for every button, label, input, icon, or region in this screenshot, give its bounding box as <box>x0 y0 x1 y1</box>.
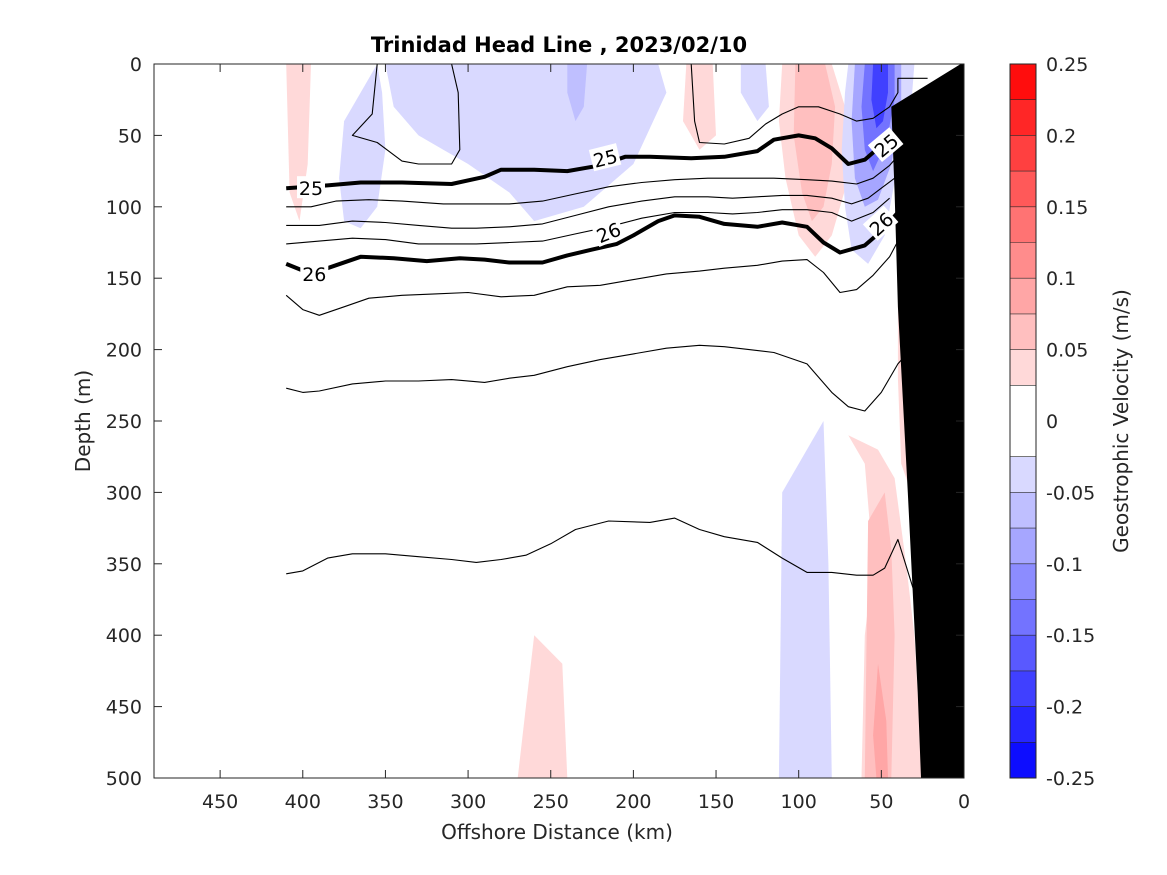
bathymetry-layer <box>891 64 964 778</box>
colorbar-bin <box>1010 278 1036 314</box>
chart-title: Trinidad Head Line , 2023/02/10 <box>371 33 747 57</box>
contour-label-0: 25 <box>297 176 325 200</box>
velocity-region-17 <box>873 663 888 778</box>
svg-text:26: 26 <box>302 264 326 286</box>
colorbar-tick-label: -0.25 <box>1046 768 1095 790</box>
y-tick-label: 350 <box>106 554 142 576</box>
velocity-region-18 <box>517 635 568 778</box>
svg-text:25: 25 <box>299 178 323 200</box>
y-axis-label: Depth (m) <box>71 370 95 472</box>
colorbar-bin <box>1010 456 1036 493</box>
colorbar-bin <box>1010 99 1036 136</box>
isopycnal-9 <box>690 64 928 145</box>
y-tick-label: 0 <box>130 54 142 76</box>
colorbar-bin <box>1010 64 1036 100</box>
y-tick-label: 200 <box>106 340 142 362</box>
colorbar-tick-label: -0.2 <box>1046 697 1083 719</box>
colorbar-bin <box>1010 599 1036 636</box>
colorbar-bin <box>1010 492 1036 529</box>
x-tick-label: 100 <box>781 791 817 813</box>
velocity-region-1 <box>385 64 667 222</box>
colorbar-tick-label: 0.05 <box>1046 340 1088 362</box>
colorbar-bin <box>1010 528 1036 564</box>
isopycnal-bold-4 <box>285 197 931 276</box>
colorbar-bin <box>1010 171 1036 207</box>
x-tick-label: 150 <box>698 791 734 813</box>
x-tick-label: 250 <box>533 791 569 813</box>
x-axis: 450 400 350 300 250 200 150 100 50 0 <box>202 64 970 813</box>
isopycnal-1 <box>286 344 932 412</box>
y-axis: 0 50 100 150 200 250 300 350 400 450 500 <box>106 54 964 790</box>
colorbar-bin-zero <box>1010 385 1036 457</box>
colorbar-bin <box>1010 135 1036 172</box>
x-axis-label: Offshore Distance (km) <box>441 820 673 844</box>
y-tick-label: 500 <box>106 768 142 790</box>
x-tick-label: 200 <box>615 791 651 813</box>
colorbar-bin <box>1010 242 1036 279</box>
isopycnal-6 <box>286 169 915 229</box>
velocity-region-5 <box>740 64 769 122</box>
colorbar-bin <box>1010 313 1036 350</box>
colorbar-bin <box>1010 635 1036 671</box>
velocity-region-7 <box>793 64 836 222</box>
bathymetry-shape <box>891 64 964 778</box>
isopycnal-0 <box>285 240 932 316</box>
colorbar: 0.25 0.2 0.15 0.1 0.05 0 -0.05 -0.1 -0.15 -0.2 -0.… <box>1009 54 1095 790</box>
x-tick-label: 50 <box>869 791 893 813</box>
contour-label-1: 25 <box>588 143 622 173</box>
y-tick-label: 100 <box>106 197 142 219</box>
x-tick-label: 450 <box>202 791 238 813</box>
colorbar-tick-label: 0.2 <box>1046 125 1076 147</box>
colorbar-bin <box>1010 742 1036 778</box>
isopycnal-8 <box>351 64 461 165</box>
y-tick-label: 150 <box>106 268 142 290</box>
colorbar-frame <box>1009 63 1037 779</box>
x-tick-label: 0 <box>958 791 970 813</box>
colorbar-bin <box>1010 349 1036 386</box>
colorbar-tick-label: -0.15 <box>1046 625 1095 647</box>
y-tick-label: 450 <box>106 697 142 719</box>
velocity-region-2 <box>567 64 588 122</box>
velocity-region-14 <box>778 421 832 778</box>
velocity-region-11 <box>871 64 888 129</box>
colorbar-tick-label: 0.25 <box>1046 54 1088 76</box>
colorbar-label: Geostrophic Velocity (m/s) <box>1109 289 1133 553</box>
y-tick-label: 250 <box>106 411 142 433</box>
isopycnal-5 <box>286 144 928 208</box>
colorbar-tick-label: -0.1 <box>1046 554 1083 576</box>
colorbar-tick-label: 0.1 <box>1046 268 1076 290</box>
x-tick-label: 350 <box>367 791 403 813</box>
velocity-region-0 <box>339 64 386 229</box>
isopycnal-2 <box>286 517 919 600</box>
y-tick-label: 50 <box>118 125 142 147</box>
y-tick-label: 400 <box>106 625 142 647</box>
colorbar-tick-label: 0.15 <box>1046 197 1088 219</box>
x-tick-label: 400 <box>285 791 321 813</box>
colorbar-bin <box>1010 670 1036 707</box>
colorbar-bin <box>1010 706 1036 743</box>
colorbar-bin <box>1010 206 1036 243</box>
colorbar-tick-label: 0 <box>1046 411 1058 433</box>
x-tick-label: 300 <box>450 791 486 813</box>
colorbar-bin <box>1010 563 1036 600</box>
contour-label-4: 26 <box>591 216 626 248</box>
contour-label-3: 26 <box>300 261 329 286</box>
y-tick-label: 300 <box>106 482 142 504</box>
colorbar-tick-label: -0.05 <box>1046 482 1095 504</box>
velocity-region-4 <box>683 64 716 150</box>
isopycnal-7 <box>286 197 890 245</box>
